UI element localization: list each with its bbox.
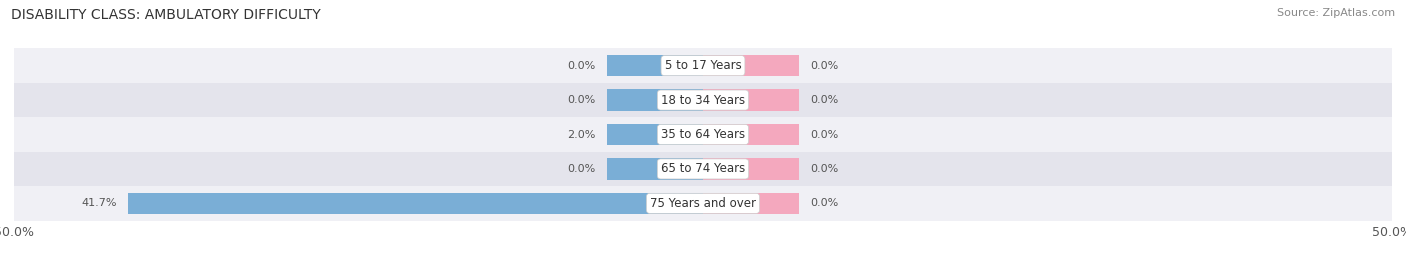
Text: 41.7%: 41.7% <box>82 198 117 208</box>
Text: 65 to 74 Years: 65 to 74 Years <box>661 162 745 175</box>
Text: DISABILITY CLASS: AMBULATORY DIFFICULTY: DISABILITY CLASS: AMBULATORY DIFFICULTY <box>11 8 321 22</box>
Text: 18 to 34 Years: 18 to 34 Years <box>661 94 745 107</box>
Text: 5 to 17 Years: 5 to 17 Years <box>665 59 741 72</box>
Text: 0.0%: 0.0% <box>567 164 596 174</box>
Bar <box>703 55 800 76</box>
Bar <box>14 48 1392 83</box>
Bar <box>606 55 703 76</box>
Bar <box>128 193 703 214</box>
Text: 0.0%: 0.0% <box>810 95 839 105</box>
Text: 0.0%: 0.0% <box>810 129 839 140</box>
Bar <box>14 186 1392 221</box>
Text: 0.0%: 0.0% <box>567 61 596 71</box>
Text: 2.0%: 2.0% <box>567 129 596 140</box>
Bar <box>14 152 1392 186</box>
Bar <box>606 124 703 145</box>
Text: 0.0%: 0.0% <box>567 95 596 105</box>
Bar <box>703 193 800 214</box>
Bar <box>14 117 1392 152</box>
Text: 75 Years and over: 75 Years and over <box>650 197 756 210</box>
Text: 0.0%: 0.0% <box>810 61 839 71</box>
Text: 0.0%: 0.0% <box>810 198 839 208</box>
Bar <box>703 158 800 180</box>
Text: Source: ZipAtlas.com: Source: ZipAtlas.com <box>1277 8 1395 18</box>
Bar <box>606 158 703 180</box>
Bar <box>703 124 800 145</box>
Text: 0.0%: 0.0% <box>810 164 839 174</box>
Bar <box>14 83 1392 117</box>
Bar <box>703 89 800 111</box>
Bar <box>606 89 703 111</box>
Text: 35 to 64 Years: 35 to 64 Years <box>661 128 745 141</box>
